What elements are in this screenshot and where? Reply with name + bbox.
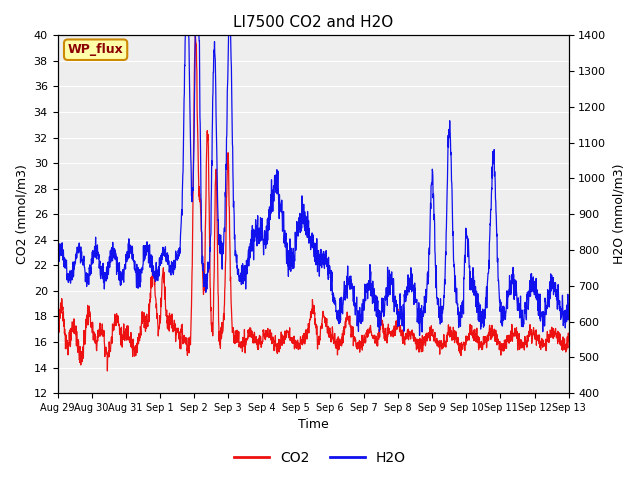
- Text: WP_flux: WP_flux: [68, 43, 124, 56]
- X-axis label: Time: Time: [298, 419, 328, 432]
- Title: LI7500 CO2 and H2O: LI7500 CO2 and H2O: [233, 15, 393, 30]
- Y-axis label: H2O (mmol/m3): H2O (mmol/m3): [612, 164, 625, 264]
- Y-axis label: CO2 (mmol/m3): CO2 (mmol/m3): [15, 164, 28, 264]
- Legend: CO2, H2O: CO2, H2O: [228, 445, 412, 471]
